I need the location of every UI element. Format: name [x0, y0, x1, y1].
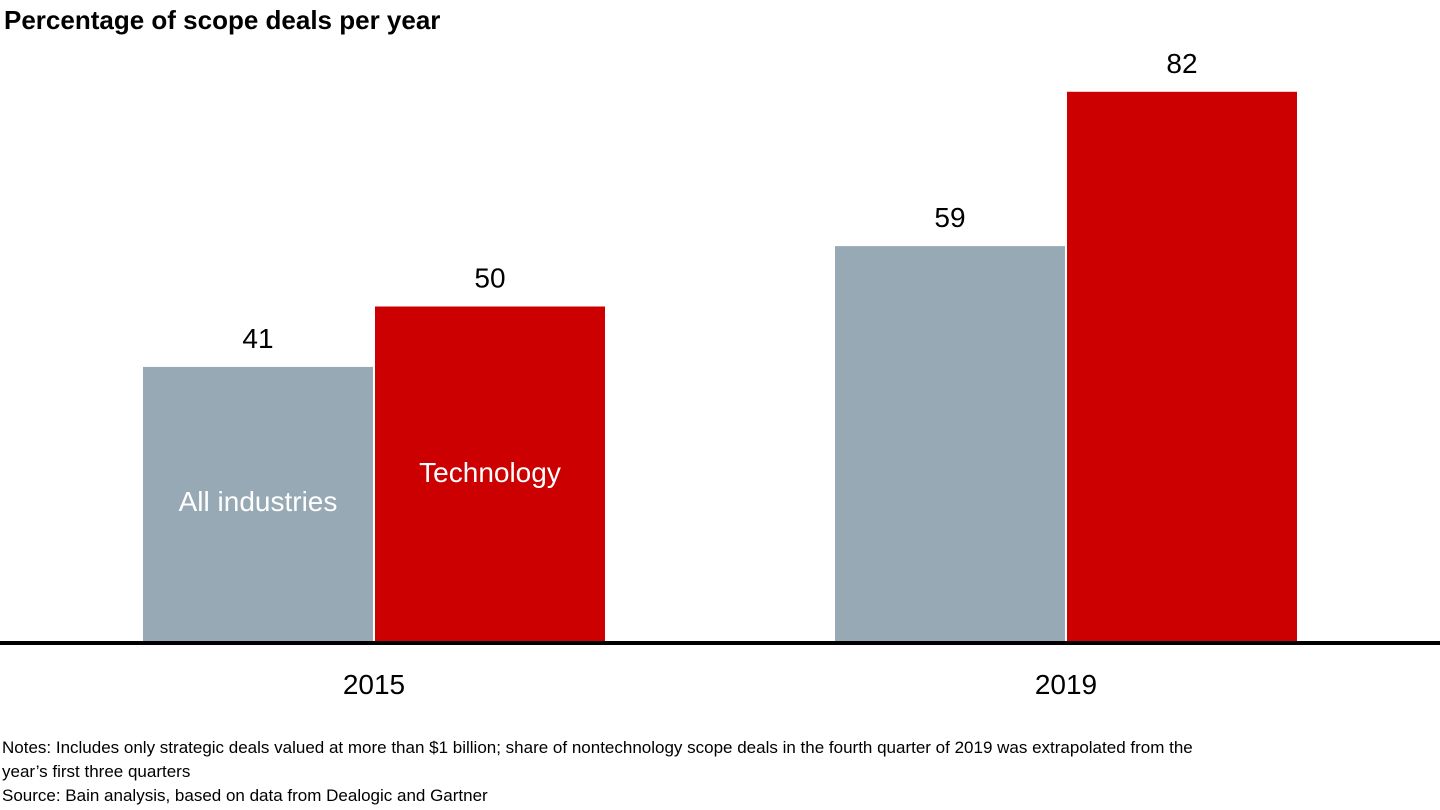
x-tick-label: 2019 [1035, 669, 1097, 700]
bar-all-industries-2015 [143, 366, 373, 642]
series-label: Technology [419, 457, 561, 488]
series-label: All industries [179, 486, 338, 517]
bar-technology-2015 [375, 306, 605, 642]
data-label: 59 [934, 202, 965, 233]
data-label: 41 [242, 323, 273, 354]
bar-technology-2019 [1067, 91, 1297, 642]
bar-all-industries-2019 [835, 246, 1065, 643]
note-line-2: year’s first three quarters [2, 762, 190, 781]
source-note: Source: Bain analysis, based on data fro… [2, 786, 488, 805]
data-label: 50 [474, 263, 505, 294]
chart-title: Percentage of scope deals per year [4, 5, 440, 35]
data-label: 82 [1166, 48, 1197, 79]
x-tick-label: 2015 [343, 669, 405, 700]
note-line-1: Notes: Includes only strategic deals val… [2, 738, 1193, 757]
x-axis-line [0, 641, 1440, 645]
